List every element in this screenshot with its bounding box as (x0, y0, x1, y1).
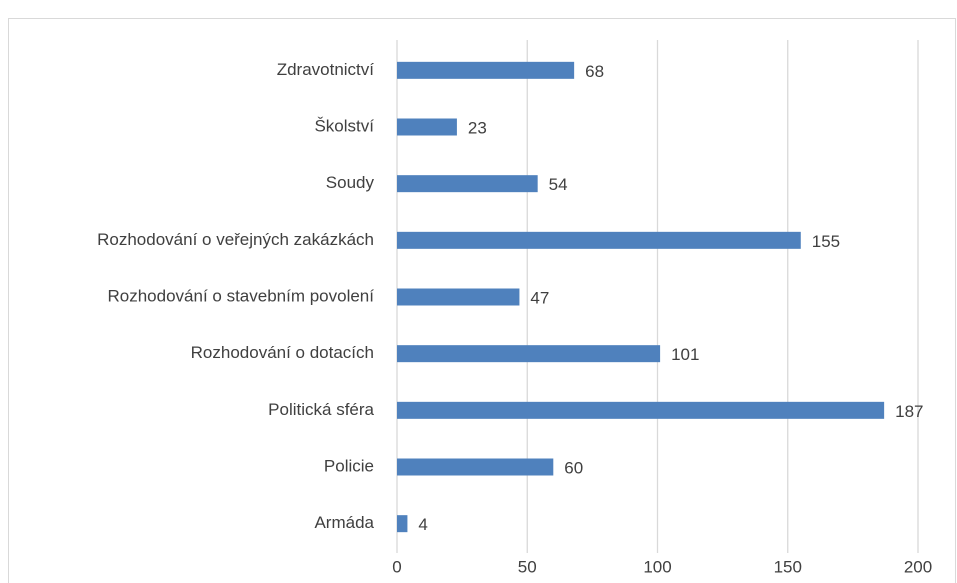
data-label: 23 (468, 118, 487, 137)
x-tick-label: 50 (518, 557, 537, 576)
data-label: 60 (564, 458, 583, 477)
bar (397, 288, 520, 306)
x-tick-label: 100 (643, 557, 671, 576)
chart-border (8, 18, 956, 583)
data-label: 68 (585, 62, 604, 81)
data-label: 47 (530, 288, 549, 307)
data-label: 54 (549, 175, 568, 194)
bar (397, 515, 408, 533)
y-tick-label: Rozhodování o dotacích (191, 343, 374, 362)
bar (397, 175, 538, 193)
y-tick-label: Politická sféra (268, 400, 374, 419)
y-tick-label: Rozhodování o stavebním povolení (107, 286, 374, 305)
y-tick-label: Policie (324, 456, 374, 475)
bar (397, 345, 661, 363)
bar (397, 231, 801, 249)
data-label: 155 (812, 232, 840, 251)
data-label: 101 (671, 345, 699, 364)
y-tick-label: Rozhodování o veřejných zakázkách (97, 230, 374, 249)
bar (397, 118, 457, 136)
y-tick-label: Zdravotnictví (277, 60, 375, 79)
x-tick-label: 150 (774, 557, 802, 576)
data-label: 187 (895, 402, 923, 421)
y-tick-label: Školství (314, 116, 374, 135)
x-tick-label: 0 (392, 557, 401, 576)
x-tick-label: 200 (904, 557, 932, 576)
data-label: 4 (418, 515, 427, 534)
bar (397, 401, 885, 419)
bar (397, 458, 554, 476)
bar (397, 61, 575, 79)
y-tick-label: Armáda (314, 513, 374, 532)
y-tick-label: Soudy (326, 173, 375, 192)
